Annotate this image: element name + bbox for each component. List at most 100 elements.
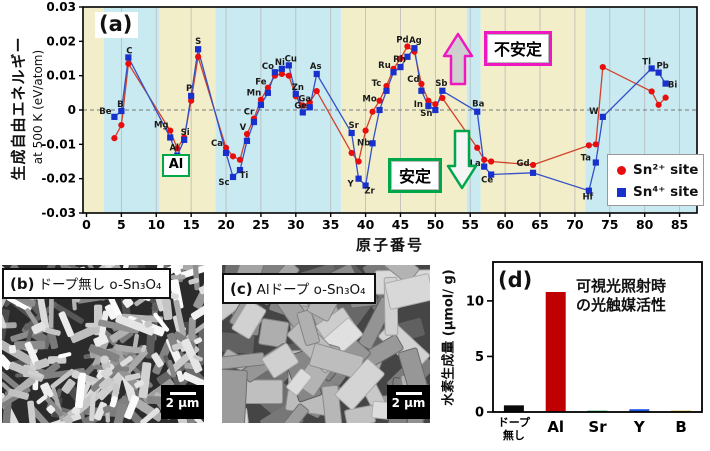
svg-text:P: P: [186, 84, 192, 94]
scale-bar-line: [395, 392, 422, 395]
svg-text:Sn: Sn: [420, 109, 432, 119]
svg-text:60: 60: [496, 217, 514, 232]
sem-image-undoped: (b) ドープ無し o-Sn₃O₄ 2 μm: [2, 265, 204, 423]
svg-text:10: 10: [466, 294, 484, 309]
panel-d-title: 可視光照射時 の光触媒活性: [576, 277, 666, 315]
svg-text:Sc: Sc: [218, 178, 229, 188]
panel-b-tag: (b): [10, 275, 35, 293]
svg-text:0: 0: [475, 406, 484, 421]
panel-a-x-axis-title: 原子番号: [355, 236, 424, 254]
svg-text:Zn: Zn: [292, 83, 304, 93]
panel-d-title-line2: の光触媒活性: [576, 296, 667, 314]
svg-text:B: B: [117, 100, 123, 110]
svg-text:85: 85: [671, 217, 688, 232]
panel-a-tag: (a): [95, 12, 139, 38]
unstable-up-arrow-icon: [442, 32, 474, 86]
svg-text:Tc: Tc: [372, 79, 382, 89]
svg-text:55: 55: [462, 217, 479, 232]
svg-text:Ti: Ti: [240, 171, 249, 181]
svg-text:La: La: [470, 159, 481, 169]
panel-d-y-axis-title: 水素生成量 (μmol/ g): [441, 269, 457, 406]
sem-image-al-doped: (c) Alドープ o-Sn₃O₄ 2 μm: [222, 265, 430, 423]
svg-text:Cu: Cu: [285, 54, 297, 64]
al-highlight-annotation: Al: [162, 154, 190, 177]
svg-text:0.02: 0.02: [46, 34, 76, 48]
scale-bar-label: 2 μm: [391, 396, 426, 410]
svg-text:As: As: [310, 62, 322, 72]
panel-a-y-axis-subtitle: at 500 K (eV/atom): [31, 49, 45, 165]
legend-label-sn2: Sn²⁺ site: [633, 162, 699, 178]
svg-text:Y: Y: [633, 418, 646, 436]
bar-0: [503, 405, 524, 412]
svg-text:Tl: Tl: [642, 57, 651, 67]
svg-text:80: 80: [636, 217, 654, 232]
svg-text:無し: 無し: [503, 428, 525, 442]
svg-text:70: 70: [566, 217, 584, 232]
svg-text:15: 15: [182, 217, 199, 232]
stable-down-arrow-icon: [446, 129, 478, 190]
scale-bar-line: [169, 392, 196, 395]
svg-text:Sr: Sr: [588, 418, 607, 436]
svg-text:30: 30: [287, 217, 305, 232]
svg-text:0: 0: [82, 217, 91, 232]
svg-text:Zr: Zr: [364, 187, 375, 197]
hydrogen-generation-bar-chart: 0 5 10 ドープ無し Al Sr Y B: [466, 261, 703, 442]
svg-text:Ge: Ge: [294, 101, 307, 111]
svg-text:10: 10: [148, 217, 166, 232]
svg-text:65: 65: [531, 217, 548, 232]
svg-text:Gd: Gd: [517, 159, 530, 169]
svg-text:Sb: Sb: [435, 79, 447, 89]
svg-text:Al: Al: [547, 418, 564, 436]
svg-text:0: 0: [68, 103, 76, 117]
svg-text:-0.02: -0.02: [41, 172, 76, 186]
svg-text:Ag: Ag: [409, 36, 422, 46]
svg-text:50: 50: [427, 217, 445, 232]
svg-text:Mn: Mn: [247, 89, 262, 99]
bar-1: [545, 292, 566, 412]
svg-text:Ru: Ru: [378, 61, 391, 71]
svg-text:Bi: Bi: [668, 81, 677, 91]
panel-a-y-axis-title: 生成自由エネルギー: [9, 36, 28, 181]
legend: Sn²⁺ site Sn⁴⁺ site: [607, 154, 704, 206]
panel-b-title: ドープ無し o-Sn₃O₄: [38, 277, 162, 293]
svg-text:-0.01: -0.01: [41, 137, 76, 151]
scale-bar-label: 2 μm: [165, 396, 200, 410]
svg-text:ドープ: ドープ: [498, 415, 531, 429]
svg-text:Rh: Rh: [393, 55, 406, 65]
scale-bar-c: 2 μm: [387, 385, 430, 419]
legend-item-sn4: Sn⁴⁺ site: [617, 181, 703, 203]
svg-text:Sr: Sr: [348, 121, 359, 131]
svg-text:-0.03: -0.03: [41, 206, 76, 220]
svg-text:Al: Al: [169, 144, 179, 154]
svg-text:Mo: Mo: [362, 95, 376, 105]
svg-text:Hf: Hf: [582, 193, 593, 203]
svg-text:Ba: Ba: [472, 100, 484, 110]
panel-d-title-line1: 可視光照射時: [576, 277, 667, 295]
svg-text:5: 5: [475, 350, 484, 365]
legend-label-sn4: Sn⁴⁺ site: [633, 184, 699, 200]
svg-text:40: 40: [357, 217, 375, 232]
panel-d-tag: (d): [498, 268, 533, 292]
svg-text:25: 25: [252, 217, 269, 232]
svg-text:S: S: [195, 37, 201, 47]
svg-text:Cd: Cd: [407, 75, 419, 85]
svg-text:Ca: Ca: [211, 139, 223, 149]
svg-text:Ni: Ni: [275, 58, 285, 68]
sn4-square-marker-icon: [617, 187, 626, 197]
svg-text:Si: Si: [181, 128, 190, 138]
svg-text:Pb: Pb: [656, 62, 668, 72]
svg-text:B: B: [675, 418, 686, 436]
panel-c-tag: (c): [230, 280, 253, 298]
svg-text:75: 75: [601, 217, 618, 232]
panel-c-caption: (c) Alドープ o-Sn₃O₄: [222, 273, 376, 304]
svg-text:Y: Y: [347, 180, 355, 190]
svg-text:Be: Be: [99, 107, 111, 117]
panel-c-title: Alドープ o-Sn₃O₄: [256, 282, 366, 298]
stable-annotation: 安定: [388, 158, 443, 193]
panel-b-caption: (b) ドープ無し o-Sn₃O₄: [2, 268, 172, 299]
svg-text:W: W: [589, 107, 599, 117]
svg-text:Ga: Ga: [298, 95, 311, 105]
scale-bar-b: 2 μm: [161, 385, 204, 419]
svg-text:35: 35: [322, 217, 339, 232]
